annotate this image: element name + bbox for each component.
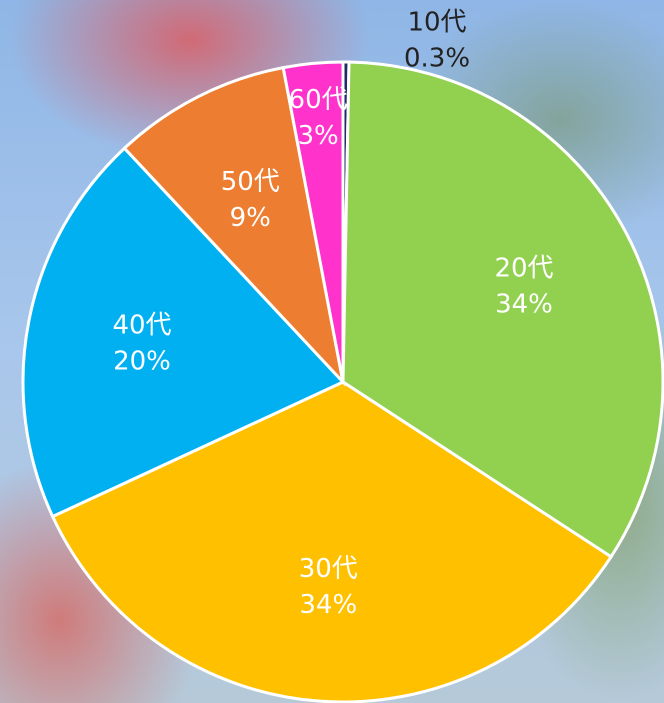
chart: 10代 0.3% 20代 34% 30代 34% 40代 20% 50代 9% 60代 3% [0,0,664,703]
slice-value-label: 0.3% [404,44,470,74]
slice-category-label: 20代 [494,254,553,284]
page: 10代0.3%20代34%30代34%40代20%50代9%60代3% (() … [0,0,664,703]
slice-value-label: 9% [230,203,271,233]
slice-category-label: 40代 [112,310,171,340]
slice-category-label: 30代 [299,554,358,584]
slice-category-label: 60代 [289,85,348,115]
slice-value-label: 34% [495,290,553,320]
slice-category-label: 50代 [221,167,280,197]
slice-category-label: 10代 [407,8,466,38]
slice-value-label: 3% [297,121,338,151]
slice-value-label: 34% [299,590,357,620]
slice-value-label: 20% [113,346,171,376]
